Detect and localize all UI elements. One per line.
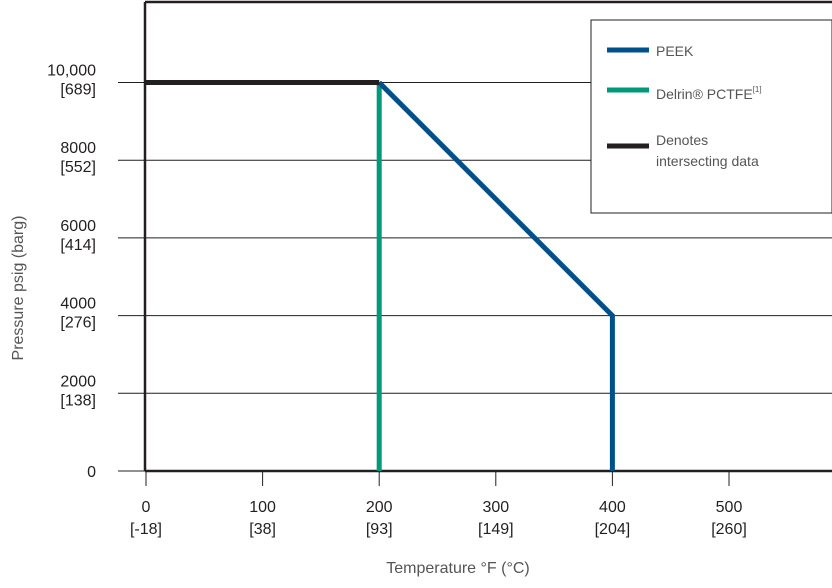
series-line-0 <box>377 80 615 471</box>
y-tick-label-bar: [689] <box>60 82 96 99</box>
legend-label-2: intersecting data <box>656 153 759 169</box>
y-tick-label-bar: [138] <box>60 392 96 409</box>
y-tick-label: 0 <box>87 464 96 481</box>
y-tick-label: 4000 <box>60 296 96 313</box>
y-tick-label: 2000 <box>60 373 96 390</box>
y-tick-label: 10,000 <box>47 63 96 80</box>
y-tick-label: 8000 <box>60 140 96 157</box>
x-tick-label: 200 <box>366 499 393 516</box>
x-tick-label-celsius: [-18] <box>130 521 162 538</box>
legend-label-2: Denotes <box>656 132 708 148</box>
legend-label-0: PEEK <box>656 43 694 59</box>
x-tick-label: 300 <box>482 499 509 516</box>
x-tick-label: 100 <box>249 499 276 516</box>
x-tick-label: 400 <box>599 499 626 516</box>
legend-label-1: Delrin® PCTFE[1] <box>656 85 762 102</box>
y-tick-label: 6000 <box>60 218 96 235</box>
y-tick-label-bar: [276] <box>60 315 96 332</box>
y-axis-title: Pressure psig (barg) <box>10 216 27 361</box>
x-tick-label-celsius: [204] <box>595 521 631 538</box>
x-tick-label-celsius: [38] <box>249 521 276 538</box>
x-tick-label-celsius: [93] <box>366 521 393 538</box>
legend-superscript: [1] <box>753 85 762 94</box>
y-tick-label-bar: [414] <box>60 237 96 254</box>
x-tick-label-celsius: [149] <box>478 521 514 538</box>
x-axis-title: Temperature °F (°C) <box>386 560 530 577</box>
x-tick-label: 500 <box>716 499 743 516</box>
y-tick-label-bar: [552] <box>60 159 96 176</box>
x-tick-label-celsius: [260] <box>711 521 747 538</box>
x-tick-label: 0 <box>142 499 151 516</box>
